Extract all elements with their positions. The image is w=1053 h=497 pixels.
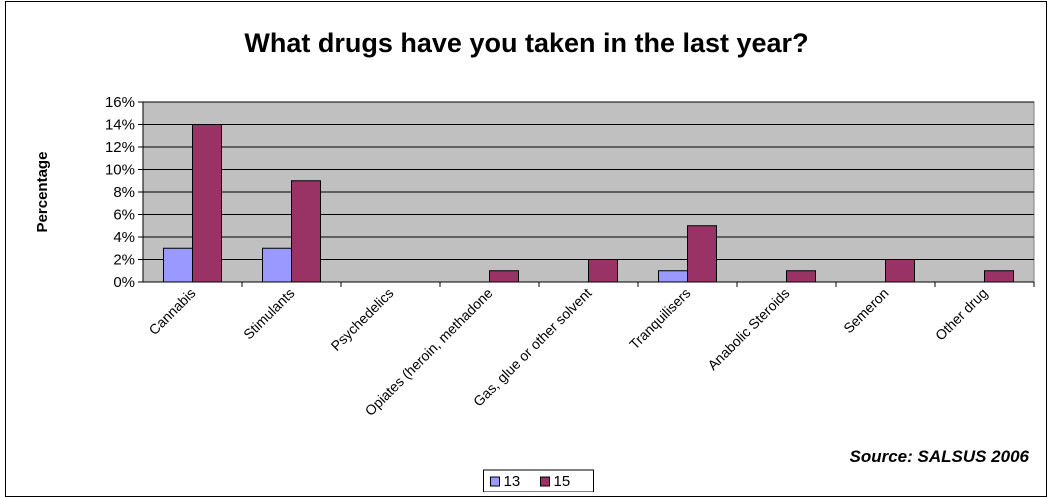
y-axis-label: Percentage: [34, 152, 51, 233]
bar-13-1: [163, 247, 193, 283]
category-label: Gas, glue or other solvent: [470, 285, 595, 410]
bar-15-4: [489, 270, 519, 283]
bar-15-9: [984, 270, 1014, 283]
legend-swatch-15: [540, 476, 550, 487]
legend-label-13: 13: [504, 473, 521, 490]
y-tick-label: 2%: [113, 252, 135, 269]
legend-box: [483, 469, 594, 492]
source-note: Source: SALSUS 2006: [849, 447, 1029, 466]
legend-swatch-13: [490, 476, 500, 487]
bar-15-8: [885, 259, 915, 283]
bar-13-2: [262, 247, 292, 283]
bar-15-5: [588, 259, 618, 283]
category-label: Cannabis: [145, 285, 198, 338]
category-label: Anabolic Steroids: [704, 285, 792, 373]
bar-15-7: [786, 270, 816, 283]
bar-15-2: [291, 180, 321, 283]
y-tick-label: 16%: [105, 94, 135, 111]
bar-13-6: [658, 270, 688, 283]
category-label: Psychedelics: [328, 285, 397, 354]
y-tick-label: 8%: [113, 184, 135, 201]
y-tick-label: 10%: [105, 162, 135, 179]
y-tick-label: 0%: [113, 274, 135, 291]
category-label: Other drug: [932, 285, 991, 344]
category-label: Stimulants: [240, 285, 298, 343]
y-tick-label: 6%: [113, 207, 135, 224]
y-tick-label: 12%: [105, 139, 135, 156]
bar-15-1: [192, 124, 222, 283]
category-label: Tranquilisers: [626, 285, 694, 353]
y-tick-label: 4%: [113, 229, 135, 246]
chart-title: What drugs have you taken in the last ye…: [244, 28, 809, 58]
legend-label-15: 15: [554, 473, 571, 490]
bar-15-6: [687, 225, 717, 283]
category-label: Semeron: [840, 285, 891, 336]
y-tick-label: 14%: [105, 117, 135, 134]
